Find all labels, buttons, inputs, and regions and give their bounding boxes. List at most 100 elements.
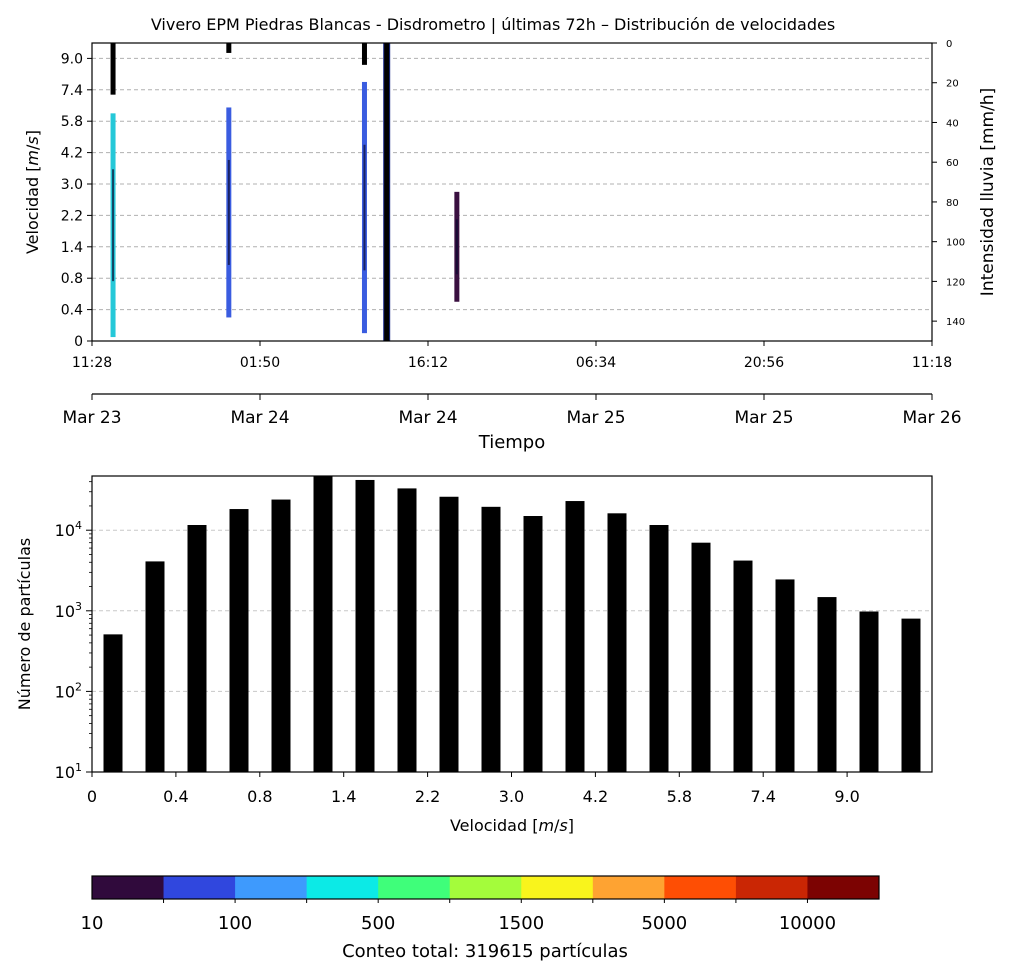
heatmap-time-ticks: 11:28 01:50 16:12 06:34 20:56 11:18 [72, 341, 952, 371]
bar [103, 634, 123, 772]
bar [397, 488, 417, 772]
heatmap-y2-ticks: 0 20 40 60 80 100 120 140 [932, 39, 965, 328]
heatmap-y-tick-label: 4.2 [61, 146, 83, 162]
bar [565, 501, 585, 772]
heatmap-gridlines [92, 57, 932, 311]
date-axis-tick-label: Mar 25 [734, 408, 793, 428]
heatmap-event-core [112, 169, 115, 282]
heatmap-plot-area [92, 43, 932, 341]
colorbar-cells [92, 876, 880, 899]
bar-x-tick-label: 9.0 [834, 787, 859, 806]
heatmap-time-tick-label: 11:18 [912, 355, 952, 371]
colorbar-cell [592, 876, 665, 899]
heatmap-y2-tick-label: 140 [946, 317, 965, 328]
bar-y-label: Número de partículas [15, 538, 34, 711]
heatmap-y-ticks: 0 0.4 0.8 1.4 2.2 3.0 4.2 5.8 7.4 9.0 [61, 51, 92, 350]
bar [145, 561, 165, 772]
colorbar-tick-label: 100 [218, 913, 252, 934]
rain-intensity-bar [226, 43, 232, 53]
bar-x-tick-label: 0.8 [247, 787, 272, 806]
colorbar-tick-label: 10000 [779, 913, 836, 934]
bar [187, 525, 207, 772]
bar [859, 611, 879, 772]
colorbar-cell [306, 876, 379, 899]
colorbar-cell [378, 876, 451, 899]
bar-y-tick-label: 104 [55, 519, 82, 540]
heatmap-time-tick-label: 11:28 [72, 355, 112, 371]
date-axis-tick-label: Mar 25 [566, 408, 625, 428]
bar-y-ticks: 101 102 103 104 [55, 481, 92, 782]
bar-x-tick-label: 1.4 [331, 787, 356, 806]
heatmap-panel: 0 0.4 0.8 1.4 2.2 3.0 4.2 5.8 7.4 9.0 0 20 40 60 80 10… [23, 39, 998, 453]
heatmap-event-core [227, 159, 230, 265]
bar [901, 618, 921, 772]
bar [271, 499, 291, 772]
heatmap-y2-tick-label: 60 [946, 158, 959, 169]
heatmap-y2-tick-label: 100 [946, 238, 965, 249]
heatmap-frame [91, 42, 933, 342]
bar-x-tick-label: 0 [87, 787, 97, 806]
heatmap-y-label: Velocidad [m/s] [23, 130, 42, 254]
heatmap-y2-tick-label: 40 [946, 118, 959, 129]
heatmap-time-tick-label: 16:12 [408, 355, 448, 371]
date-axis-tick-label: Mar 24 [230, 408, 289, 428]
colorbar-tick-label: 500 [361, 913, 395, 934]
colorbar-label: Conteo total: 319615 partículas [342, 941, 628, 962]
chart-title: Vivero EPM Piedras Blancas - Disdrometro… [151, 15, 835, 34]
heatmap-y-tick-label: 0.8 [61, 271, 83, 287]
bar [775, 579, 795, 772]
heatmap-time-tick-label: 01:50 [240, 355, 280, 371]
heatmap-y2-tick-label: 120 [946, 277, 965, 288]
heatmap-y-tick-label: 5.8 [61, 114, 83, 130]
heatmap-time-tick-label: 20:56 [744, 355, 784, 371]
heatmap-time-tick-label: 06:34 [576, 355, 616, 371]
colorbar-cell [449, 876, 522, 899]
heatmap-y2-tick-label: 20 [946, 79, 959, 90]
bar [355, 479, 375, 772]
rain-intensity-bar [384, 43, 390, 341]
bar-x-tick-label: 3.0 [499, 787, 524, 806]
bar-y-tick-label: 102 [55, 680, 82, 701]
heatmap-y-tick-label: 9.0 [61, 51, 83, 67]
date-axis-tick-label: Mar 26 [902, 408, 961, 428]
bar-y-tick-label: 103 [55, 600, 82, 621]
heatmap-y-tick-label: 7.4 [61, 83, 83, 99]
bar-x-tick-label: 4.2 [583, 787, 608, 806]
heatmap-y2-tick-label: 0 [946, 39, 952, 50]
bar-frame [91, 475, 933, 773]
bar [481, 506, 501, 772]
bar [439, 496, 459, 772]
colorbar-frame [91, 875, 880, 900]
colorbar-tick-label: 1500 [498, 913, 544, 934]
colorbar-tick-label: 5000 [641, 913, 687, 934]
bar-x-label: Velocidad [m/s] [450, 816, 574, 835]
bar [691, 542, 711, 772]
bar-x-tick-label: 2.2 [415, 787, 440, 806]
rain-intensity-series [110, 43, 390, 341]
heatmap-y-tick-label: 0 [74, 334, 83, 350]
heatmap-y2-tick-label: 80 [946, 198, 959, 209]
bar [733, 560, 753, 772]
bar-x-ticks: 0 0.4 0.8 1.4 2.2 3.0 4.2 5.8 7.4 9.0 [87, 772, 860, 806]
heatmap-y-tick-label: 0.4 [61, 303, 83, 319]
date-axis-tick-label: Mar 24 [398, 408, 457, 428]
colorbar-cell [735, 876, 808, 899]
heatmap-event-core [455, 219, 458, 275]
colorbar-tick-label: 10 [81, 913, 104, 934]
bar [607, 513, 627, 772]
date-axis-tick-label: Mar 23 [62, 408, 121, 428]
bar-gridlines [92, 529, 932, 692]
heatmap-event-core [363, 144, 366, 271]
bar-panel: 101 102 103 104 0 0.4 0.8 1.4 2.2 3.0 4.2 5.8 7.4 9.… [15, 475, 933, 835]
rain-intensity-bar [110, 43, 116, 95]
bar [229, 509, 249, 772]
bar-x-tick-label: 0.4 [163, 787, 188, 806]
heatmap-y-tick-label: 2.2 [61, 208, 83, 224]
colorbar-cell [521, 876, 594, 899]
colorbar-cell [235, 876, 308, 899]
bar-y-tick-label: 101 [55, 761, 82, 782]
heatmap-y-tick-label: 3.0 [61, 177, 83, 193]
heatmap-y2-label: Intensidad lluvia [mm/h] [978, 88, 998, 296]
colorbar: 10 100 500 1500 5000 10000 Conteo total: 3196… [81, 875, 880, 962]
heatmap-y-tick-label: 1.4 [61, 240, 83, 256]
